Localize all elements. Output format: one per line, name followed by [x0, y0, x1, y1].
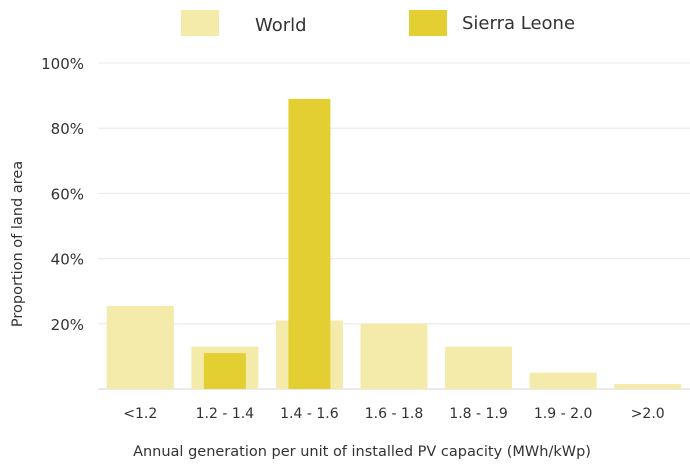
- x-tick-label: 1.9 - 2.0: [534, 406, 592, 422]
- bar-world-0: [106, 305, 174, 389]
- bar-world-5: [529, 372, 597, 389]
- x-tick-label: 1.2 - 1.4: [196, 406, 255, 422]
- x-tick-label: >2.0: [631, 406, 665, 422]
- x-tick-label: 1.6 - 1.8: [365, 406, 423, 422]
- bars: [106, 98, 682, 390]
- legend-label-sierra-leone: Sierra Leone: [462, 13, 575, 34]
- bar-world-6: [614, 384, 682, 389]
- x-axis-ticks: <1.2 1.2 - 1.4 1.4 - 1.6 1.6 - 1.8 1.8 - 1.9…: [123, 406, 664, 422]
- legend-swatch-world: [181, 10, 219, 36]
- y-tick-label: 20%: [51, 316, 84, 334]
- x-tick-label: 1.8 - 1.9: [449, 406, 507, 422]
- legend-swatch-sierra-leone: [409, 10, 447, 36]
- legend: World Sierra Leone: [181, 10, 575, 36]
- bar-world-3: [360, 323, 428, 389]
- y-axis-ticks: 20% 40% 60% 80% 100%: [41, 55, 84, 334]
- y-tick-label: 100%: [41, 55, 84, 73]
- bar-sierra-leone-2: [288, 98, 331, 390]
- x-tick-label: <1.2: [123, 406, 157, 422]
- x-tick-label: 1.4 - 1.6: [280, 406, 339, 422]
- legend-label-world: World: [255, 15, 307, 36]
- y-tick-label: 40%: [51, 251, 84, 269]
- y-tick-label: 60%: [51, 185, 84, 203]
- y-tick-label: 80%: [51, 120, 84, 138]
- bar-world-4: [445, 346, 513, 389]
- y-axis-title: Proportion of land area: [10, 161, 26, 327]
- x-axis-title: Annual generation per unit of installed …: [133, 444, 591, 460]
- bar-sierra-leone-1: [203, 353, 246, 389]
